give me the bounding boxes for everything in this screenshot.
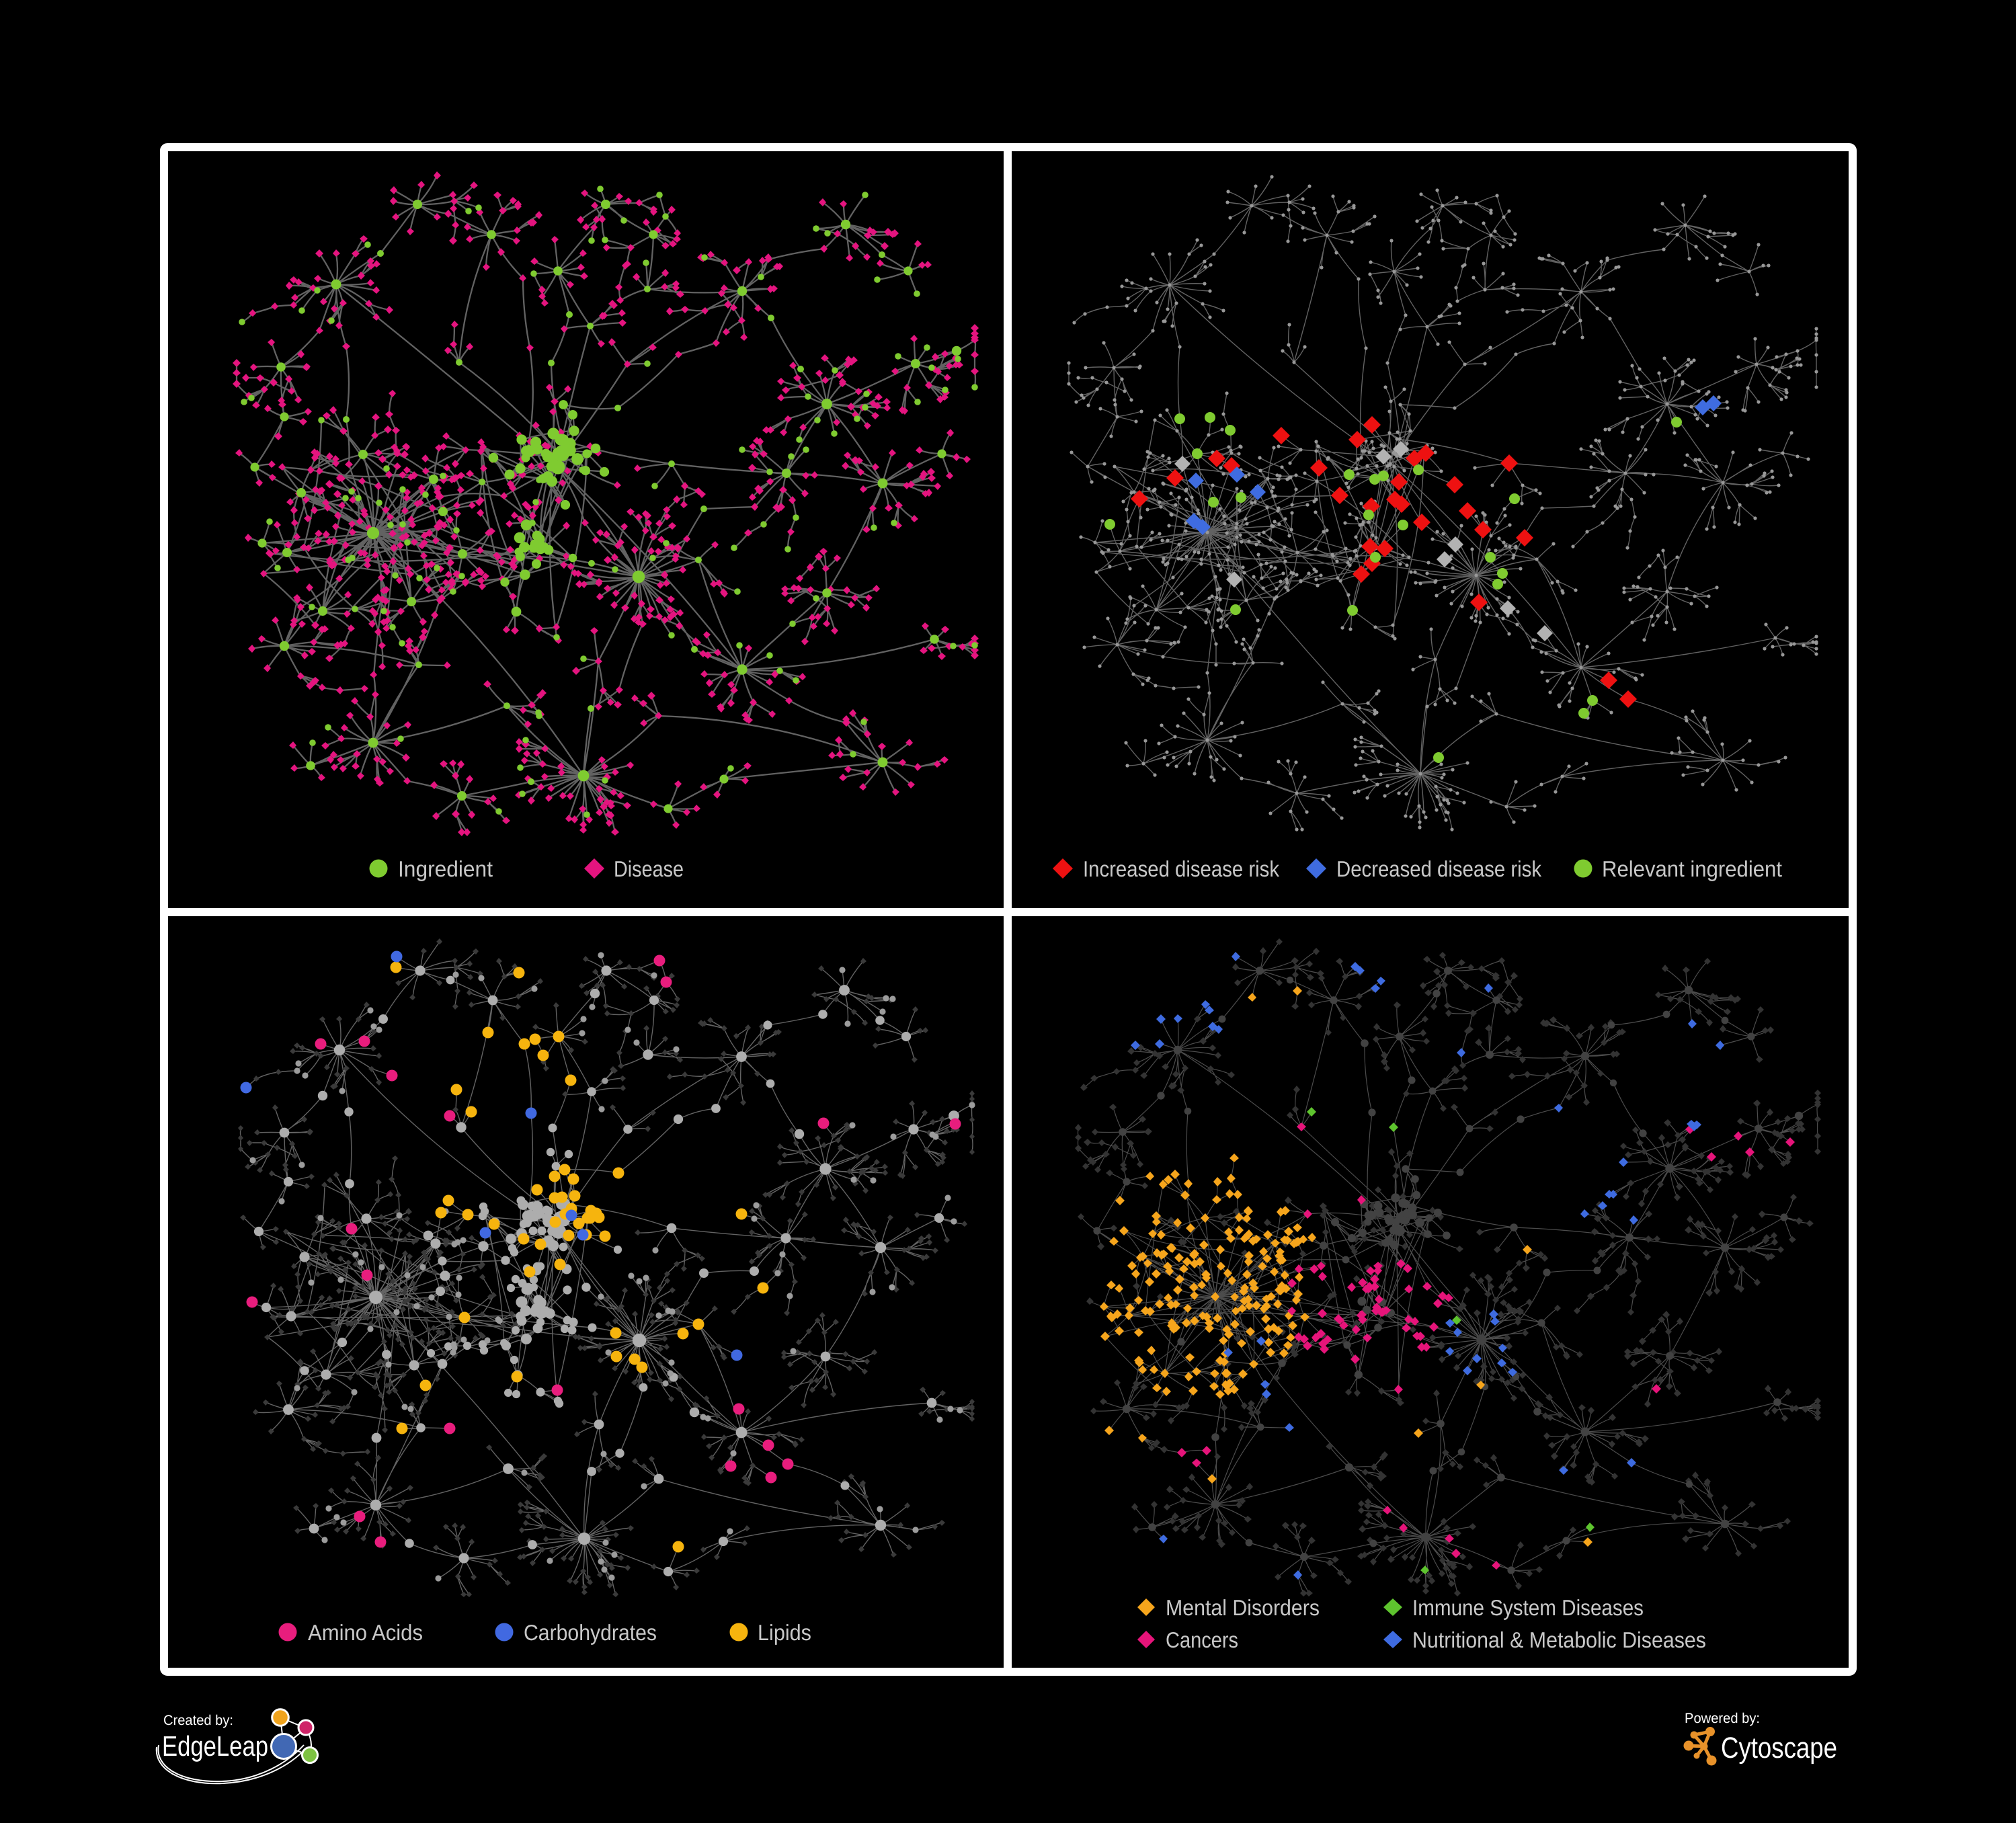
svg-text:Increased disease risk: Increased disease risk	[1083, 856, 1279, 881]
svg-text:Mental Disorders: Mental Disorders	[1166, 1595, 1320, 1620]
svg-text:Cancers: Cancers	[1166, 1627, 1238, 1652]
svg-text:Powered by:: Powered by:	[1685, 1711, 1760, 1726]
svg-text:Immune System Diseases: Immune System Diseases	[1412, 1595, 1644, 1620]
svg-text:Decreased disease risk: Decreased disease risk	[1336, 856, 1541, 881]
svg-text:Amino Acids: Amino Acids	[308, 1620, 423, 1645]
svg-text:Ingredient: Ingredient	[398, 856, 493, 881]
svg-text:Cytoscape: Cytoscape	[1721, 1732, 1837, 1765]
svg-text:Disease: Disease	[614, 856, 684, 881]
svg-text:Relevant ingredient: Relevant ingredient	[1602, 856, 1782, 881]
svg-text:Nutritional & Metabolic Diseas: Nutritional & Metabolic Diseases	[1412, 1627, 1706, 1652]
svg-text:EdgeLeap: EdgeLeap	[162, 1730, 268, 1762]
svg-text:Carbohydrates: Carbohydrates	[524, 1620, 657, 1645]
svg-text:Created by:: Created by:	[163, 1713, 233, 1728]
svg-text:Lipids: Lipids	[758, 1620, 811, 1645]
